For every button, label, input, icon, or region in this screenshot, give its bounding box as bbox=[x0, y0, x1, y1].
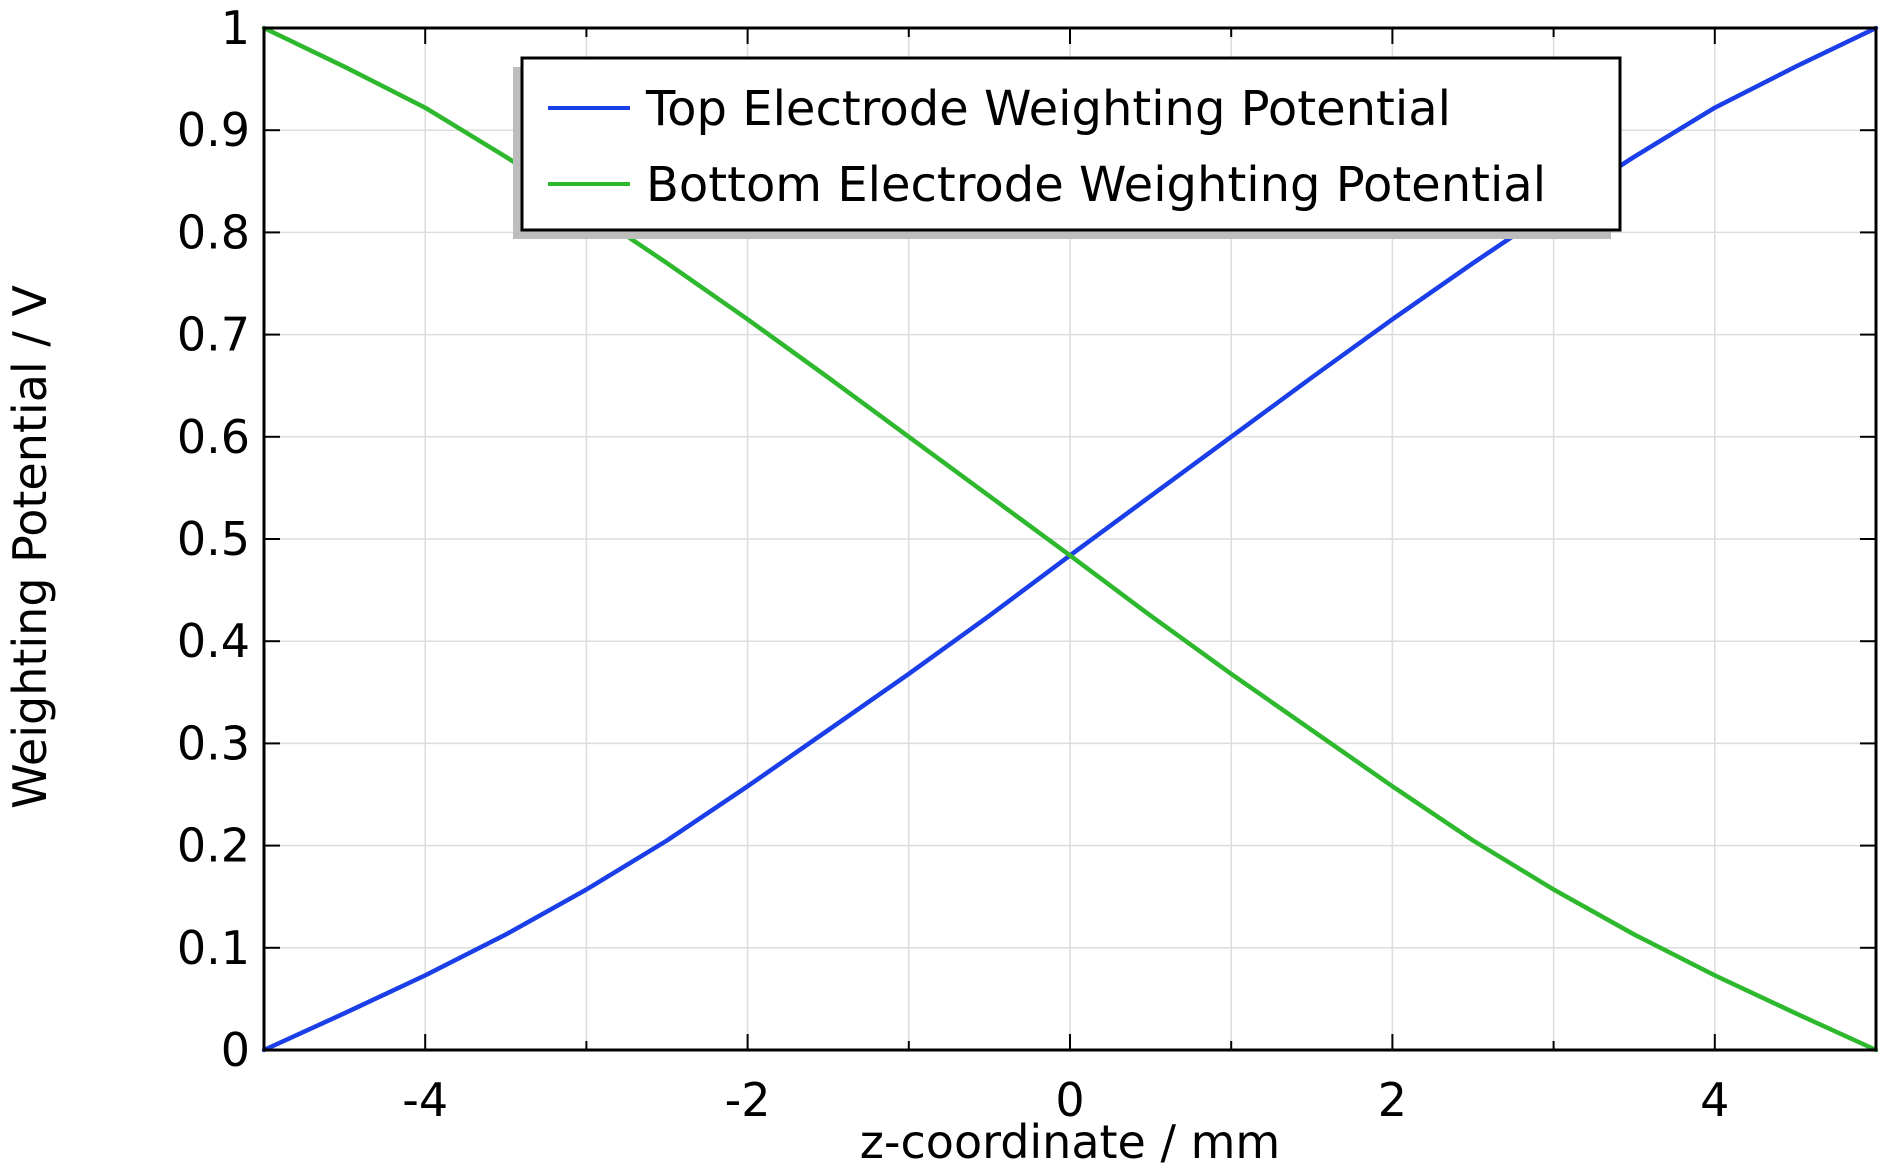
x-tick-labels: -4 -2 0 2 4 bbox=[402, 1073, 1729, 1127]
y-tick-label: 0.8 bbox=[177, 205, 250, 259]
y-tick-label: 0.5 bbox=[177, 512, 250, 566]
y-tick-label: 0.3 bbox=[177, 716, 250, 770]
x-tick-label: 4 bbox=[1700, 1073, 1729, 1127]
x-tick-label: 0 bbox=[1055, 1073, 1084, 1127]
y-tick-label: 1 bbox=[221, 1, 250, 55]
y-tick-label: 0.9 bbox=[177, 103, 250, 157]
x-tick-label: -4 bbox=[402, 1073, 448, 1127]
x-tick-label: 2 bbox=[1378, 1073, 1407, 1127]
legend-label-bottom-electrode: Bottom Electrode Weighting Potential bbox=[646, 157, 1546, 213]
y-axis-title: Weighting Potential / V bbox=[3, 285, 57, 809]
y-tick-label: 0.2 bbox=[177, 819, 250, 873]
y-tick-label: 0.7 bbox=[177, 308, 250, 362]
y-tick-label: 0 bbox=[221, 1023, 250, 1077]
x-axis-title: z-coordinate / mm bbox=[860, 1115, 1280, 1169]
legend-label-top-electrode: Top Electrode Weighting Potential bbox=[645, 81, 1451, 137]
y-tick-label: 0.4 bbox=[177, 614, 250, 668]
y-tick-label: 0.1 bbox=[177, 921, 250, 975]
x-tick-label: -2 bbox=[725, 1073, 771, 1127]
y-tick-label: 0.6 bbox=[177, 410, 250, 464]
legend: Top Electrode Weighting Potential Bottom… bbox=[513, 56, 1622, 239]
legend-box bbox=[520, 56, 1622, 232]
axis-ticks bbox=[263, 27, 1877, 1051]
y-tick-labels: 0 0.1 0.2 0.3 0.4 0.5 0.6 0.7 0.8 0.9 1 bbox=[177, 1, 250, 1077]
